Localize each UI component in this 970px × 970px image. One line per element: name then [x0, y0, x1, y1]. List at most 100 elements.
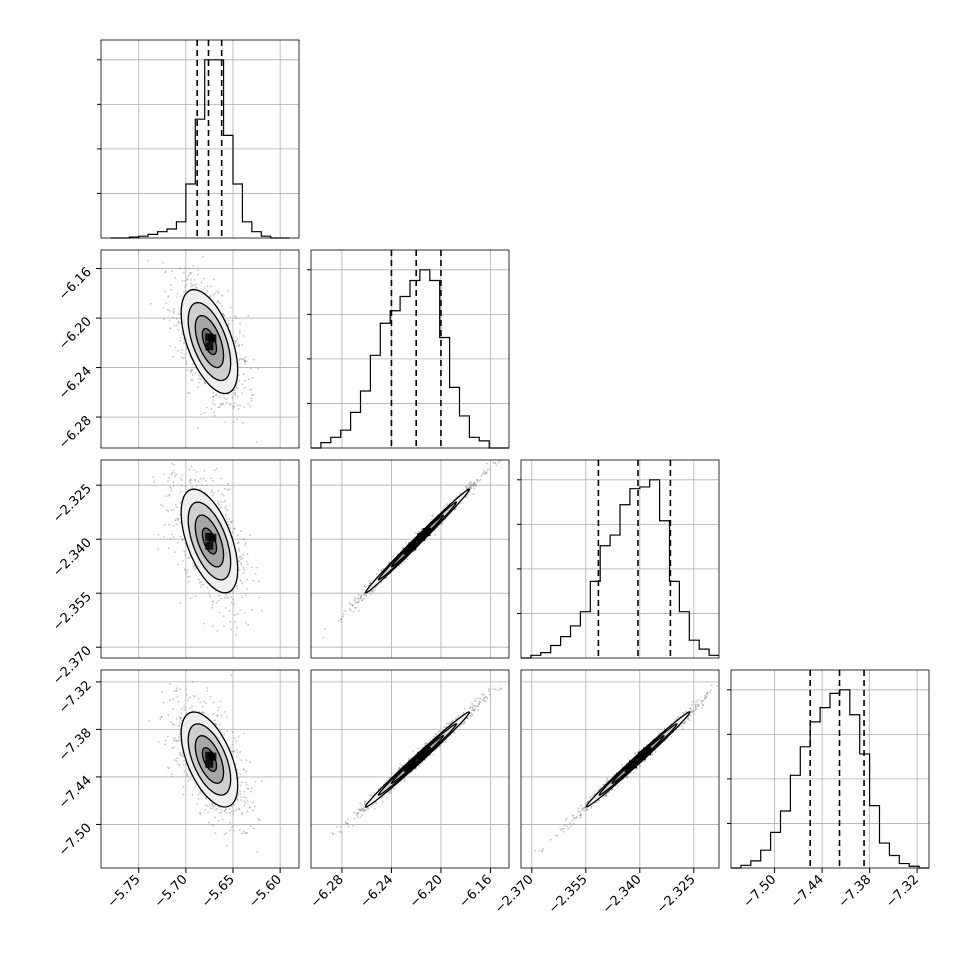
y-tick-label: −7.38: [56, 726, 95, 765]
scatter-point: [428, 739, 431, 742]
scatter-point: [239, 790, 241, 793]
scatter-point: [233, 527, 236, 530]
scatter-point: [195, 286, 198, 289]
scatter-point: [178, 716, 181, 719]
scatter-point: [231, 750, 233, 753]
scatter-point: [588, 796, 591, 799]
scatter-point: [434, 733, 437, 735]
scatter-point: [654, 750, 657, 753]
scatter-point: [193, 469, 195, 472]
scatter-point: [184, 289, 187, 292]
scatter-point: [185, 284, 187, 287]
scatter-point: [257, 367, 259, 370]
scatter-point: [170, 489, 173, 492]
scatter-point: [171, 270, 174, 273]
scatter-point: [371, 589, 373, 592]
scatter-point: [212, 294, 215, 296]
scatter-point: [225, 808, 227, 811]
x-tick-label: −5.65: [199, 872, 238, 911]
scatter-point: [199, 701, 202, 704]
scatter-point: [226, 730, 229, 733]
scatter-point: [204, 382, 207, 384]
scatter-point: [191, 705, 193, 708]
scatter-point: [439, 745, 442, 747]
scatter-point: [218, 594, 221, 597]
scatter-point: [175, 473, 178, 476]
contour-line: [624, 746, 652, 773]
scatter-point: [183, 342, 186, 344]
scatter-point: [222, 394, 225, 396]
scatter-point: [160, 716, 163, 718]
x-tick-label: −2.355: [546, 872, 591, 917]
scatter-point: [173, 746, 175, 749]
scatter-point: [230, 674, 233, 677]
scatter-point: [254, 781, 257, 783]
scatter-point: [705, 692, 708, 695]
scatter-point: [238, 345, 240, 348]
scatter-point: [174, 475, 177, 477]
scatter-point: [192, 565, 195, 568]
scatter-point: [203, 382, 206, 385]
scatter-point: [364, 803, 367, 806]
scatter-point: [342, 613, 345, 615]
scatter-point: [237, 541, 240, 544]
scatter-point: [237, 792, 240, 795]
scatter-point: [203, 622, 206, 625]
scatter-point: [367, 806, 369, 809]
scatter-point: [473, 699, 476, 702]
scatter-point: [459, 725, 461, 728]
scatter-point: [374, 589, 377, 591]
scatter-point: [214, 832, 217, 834]
scatter-point: [388, 777, 390, 780]
scatter-point: [472, 483, 475, 486]
scatter-point: [203, 711, 205, 714]
scatter-point: [172, 738, 175, 740]
scatter-point: [575, 815, 578, 818]
scatter-point: [223, 711, 226, 713]
scatter-point: [704, 698, 706, 700]
scatter-point: [242, 538, 245, 540]
scatter-point: [218, 504, 220, 506]
scatter-point: [382, 567, 385, 570]
scatter-point: [252, 827, 255, 830]
scatter-point: [165, 495, 168, 497]
scatter-point: [242, 335, 245, 337]
scatter-point: [598, 788, 600, 791]
scatter-point: [236, 587, 239, 590]
scatter-point: [699, 700, 702, 702]
panel-frame: [520, 669, 720, 869]
scatter-point: [164, 290, 166, 293]
scatter-point: [213, 411, 215, 414]
density-cell: [637, 751, 646, 760]
scatter-point: [241, 582, 243, 584]
scatter-point: [249, 367, 252, 370]
scatter-point: [565, 817, 568, 820]
scatter-point: [185, 572, 188, 575]
scatter-point: [246, 360, 249, 363]
scatter-point: [573, 817, 576, 820]
scatter-point: [171, 462, 174, 465]
scatter-point: [227, 482, 229, 485]
scatter-point: [587, 800, 589, 803]
scatter-point: [597, 799, 600, 802]
scatter-point: [189, 271, 192, 274]
scatter-point: [231, 520, 233, 523]
scatter-point: [204, 808, 207, 811]
scatter-point: [234, 614, 236, 616]
scatter-point: [357, 808, 360, 811]
scatter-point: [344, 822, 347, 825]
y-tick-label: −7.50: [56, 821, 95, 860]
scatter-point: [385, 577, 388, 579]
scatter-point: [182, 785, 185, 788]
scatter-point: [211, 480, 214, 482]
scatter-point: [356, 814, 359, 817]
scatter-point: [353, 599, 356, 601]
scatter-point: [234, 342, 237, 344]
scatter-point: [188, 468, 191, 471]
scatter-point: [201, 711, 204, 714]
scatter-point: [538, 850, 540, 852]
scatter-point: [556, 834, 559, 837]
scatter-point: [223, 397, 226, 400]
scatter-point: [468, 486, 470, 489]
scatter-point: [365, 594, 367, 597]
